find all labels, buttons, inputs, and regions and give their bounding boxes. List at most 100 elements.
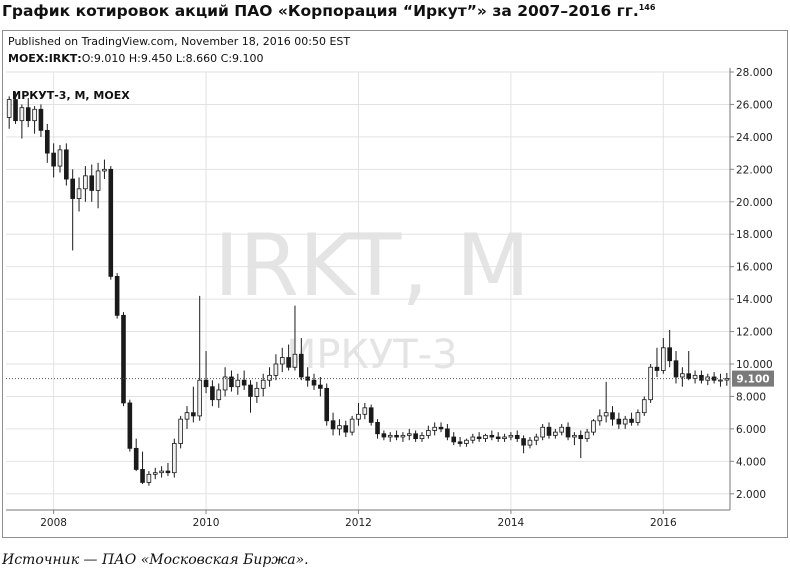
candle-body	[83, 175, 88, 190]
candle-body	[102, 168, 107, 172]
candle	[572, 432, 577, 446]
candle-body	[368, 407, 374, 423]
candle	[438, 422, 444, 433]
candle	[197, 295, 203, 421]
candle-body	[400, 434, 406, 438]
candle-body	[159, 470, 164, 474]
candle	[680, 367, 685, 387]
last-price-label: 9.100	[736, 374, 769, 386]
candle-body	[57, 149, 63, 167]
candle	[171, 438, 177, 478]
candle	[406, 428, 412, 441]
candle-body	[464, 439, 469, 444]
candle	[140, 451, 145, 485]
candle	[368, 404, 374, 426]
x-tick-label: 2016	[650, 517, 677, 529]
candle-body	[324, 387, 330, 422]
candle	[146, 471, 152, 486]
candle-body	[419, 434, 425, 440]
candle	[32, 106, 37, 134]
candle-body	[413, 433, 418, 440]
watermark-main: IRKT, M	[214, 216, 530, 316]
candle-body	[533, 436, 539, 441]
y-tick-label: 14.000	[736, 294, 773, 306]
candle-body	[171, 443, 177, 474]
candle-body	[540, 426, 545, 438]
candle-body	[299, 353, 304, 378]
candle-body	[108, 168, 114, 277]
candle	[413, 430, 418, 442]
candle-body	[622, 418, 628, 425]
candle-body	[603, 412, 609, 417]
candle-body	[318, 384, 323, 389]
candle	[152, 467, 158, 480]
candle	[210, 380, 215, 407]
candle	[254, 381, 260, 403]
candle-body	[216, 389, 222, 401]
candle-body	[165, 470, 171, 474]
candle-body	[343, 425, 349, 433]
candle-body	[44, 129, 50, 154]
ohlc-readout: MOEX:IRKT:O:9.010 H:9.450 L:8.660 C:9.10…	[8, 52, 264, 65]
candle-body	[502, 436, 507, 440]
candle-body	[673, 360, 679, 378]
candle-body	[635, 412, 641, 423]
y-tick-label: 16.000	[736, 262, 773, 274]
candle-body	[445, 428, 450, 438]
candle-body	[432, 426, 437, 431]
candle	[292, 305, 298, 371]
source-caption: Источник — ПАО «Московская Биржа».	[2, 552, 309, 568]
candle	[635, 409, 641, 426]
candle	[95, 162, 101, 209]
x-tick-label: 2012	[345, 517, 372, 529]
candle	[318, 376, 323, 397]
candle-body	[197, 379, 203, 417]
candle-body	[178, 418, 183, 444]
candle-body	[527, 439, 533, 446]
y-tick-label: 22.000	[736, 164, 773, 176]
candle-body	[521, 438, 526, 446]
candle	[451, 432, 457, 446]
candle	[419, 432, 425, 442]
candle	[591, 419, 596, 436]
candle	[273, 354, 279, 381]
candle	[260, 373, 266, 397]
candle-body	[286, 357, 291, 368]
candle-body	[572, 434, 577, 438]
candle-body	[546, 426, 552, 436]
candle-body	[356, 413, 361, 420]
chart-title: ИРКУТ-3, М, MOEX	[12, 89, 130, 102]
candle	[489, 430, 495, 441]
x-tick-label: 2008	[40, 517, 67, 529]
ohlc-values: O:9.010 H:9.450 L:8.660 C:9.100	[81, 52, 264, 65]
candle-body	[152, 472, 158, 475]
candle-body	[597, 415, 603, 422]
candle	[559, 424, 565, 436]
candle-body	[438, 426, 444, 430]
candle-body	[718, 379, 723, 382]
y-tick-label: 12.000	[736, 327, 773, 339]
candle-body	[349, 418, 355, 433]
candle-body	[38, 108, 44, 131]
candle-body	[451, 436, 457, 443]
candle-body	[680, 373, 685, 378]
candle-body	[229, 376, 234, 388]
candle	[711, 372, 717, 384]
candle-body	[584, 431, 590, 440]
candle	[286, 344, 291, 371]
candle	[476, 432, 482, 442]
candle-body	[235, 379, 241, 388]
x-tick-label: 2014	[498, 517, 525, 529]
candle-body	[483, 434, 488, 440]
candle-body	[426, 430, 431, 436]
candle	[400, 432, 406, 442]
y-tick-label: 8.000	[736, 391, 766, 403]
candle-body	[222, 376, 228, 391]
candle	[343, 420, 349, 437]
candle-body	[146, 473, 152, 483]
candle	[216, 383, 222, 408]
candle	[546, 422, 552, 439]
candle	[108, 166, 114, 280]
figure-heading: График котировок акций ПАО «Корпорация “…	[2, 2, 656, 20]
candle	[102, 159, 107, 180]
